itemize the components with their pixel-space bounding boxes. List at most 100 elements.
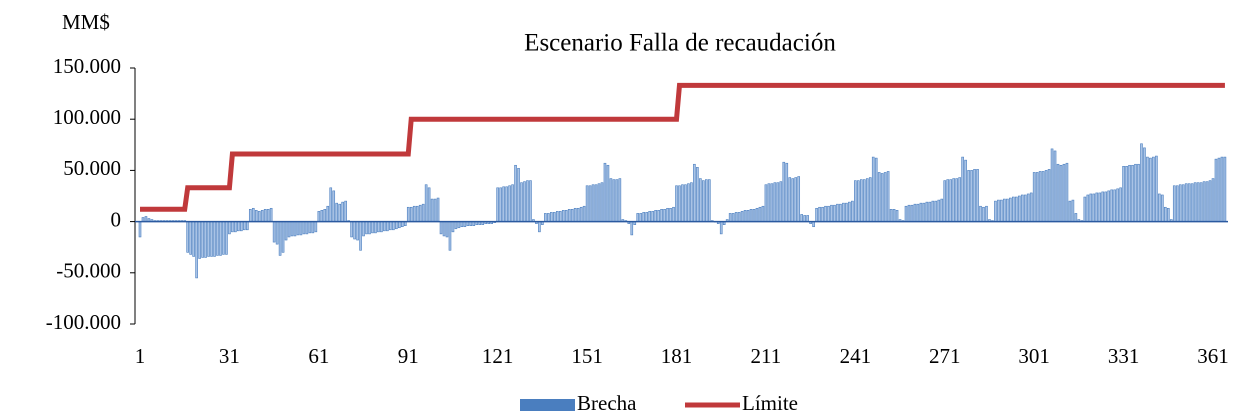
bar [1134, 163, 1137, 222]
bar [412, 205, 416, 222]
bar [865, 178, 869, 222]
bar [457, 221, 461, 229]
bar [904, 205, 908, 222]
bar [192, 221, 195, 257]
bar [260, 210, 264, 222]
bar [910, 204, 914, 222]
bar [696, 167, 699, 222]
bar [341, 201, 344, 222]
bar [195, 221, 198, 279]
bar [1193, 182, 1197, 222]
bar [499, 187, 502, 222]
bar [767, 183, 771, 222]
bar [398, 221, 401, 229]
bar [746, 210, 750, 222]
bar [916, 203, 920, 222]
bar [520, 182, 523, 222]
bar [830, 204, 833, 222]
bar [454, 221, 458, 230]
bar [982, 206, 985, 222]
y-tick-label: 0 [111, 207, 122, 231]
bar [651, 211, 654, 222]
bar [269, 207, 273, 222]
bar [684, 184, 687, 222]
legend-label: Brecha [577, 391, 637, 415]
bar [1000, 199, 1003, 222]
bar [293, 221, 297, 237]
x-tick-label: 301 [1018, 344, 1050, 368]
bar [615, 179, 619, 222]
bar [588, 185, 592, 222]
bar [1101, 191, 1105, 222]
bar [663, 209, 666, 222]
bar [1065, 162, 1069, 222]
bar [395, 221, 398, 230]
bar [558, 211, 562, 222]
x-tick-label: 91 [398, 344, 419, 368]
bar [344, 200, 347, 222]
x-tick-label: 361 [1197, 344, 1229, 368]
bar [186, 221, 189, 253]
bar [937, 199, 941, 222]
bar [409, 206, 413, 222]
bar [213, 221, 216, 257]
bar [591, 184, 595, 222]
bar [955, 178, 958, 222]
bar [928, 201, 932, 222]
bar [445, 221, 449, 238]
bar [1217, 157, 1221, 222]
bar [636, 213, 640, 222]
bar [317, 211, 321, 222]
bar [448, 221, 452, 251]
bar [931, 200, 935, 222]
bar [824, 205, 827, 222]
bar [800, 214, 803, 222]
bar [862, 179, 866, 222]
bar [1032, 172, 1036, 222]
bar [326, 205, 330, 222]
y-tick-label: 150.000 [53, 54, 121, 78]
x-tick-label: 181 [661, 344, 693, 368]
bar [505, 186, 508, 222]
bar [555, 211, 559, 222]
bar [436, 197, 440, 222]
bar [329, 187, 333, 222]
bar [1056, 163, 1060, 222]
bar [257, 211, 261, 222]
bar [1020, 194, 1024, 222]
bar [1164, 206, 1167, 222]
bar [380, 221, 383, 233]
bar [669, 207, 672, 222]
bar [877, 172, 881, 222]
bar [1012, 196, 1015, 222]
bar [886, 171, 890, 222]
bar [222, 221, 225, 255]
bar [946, 179, 950, 222]
bar [690, 182, 693, 222]
bar [1059, 164, 1063, 222]
bar [225, 221, 228, 255]
bar [547, 213, 550, 222]
bar [323, 209, 327, 222]
bar [418, 204, 422, 222]
bar [243, 221, 246, 231]
bar [1152, 156, 1155, 222]
bar [275, 221, 279, 245]
bar [949, 179, 953, 222]
bar [752, 209, 756, 222]
bar [1205, 181, 1209, 222]
bar [529, 180, 532, 222]
bar [1038, 171, 1042, 222]
bar [1092, 193, 1096, 222]
bar [526, 180, 529, 222]
bar [287, 221, 291, 238]
bar [764, 184, 768, 222]
bar [552, 212, 556, 222]
bar [439, 221, 443, 235]
bar [749, 209, 753, 222]
bar [603, 162, 607, 222]
bar [451, 221, 455, 233]
bar [424, 184, 428, 222]
bar [737, 212, 741, 222]
bar [1211, 178, 1215, 222]
